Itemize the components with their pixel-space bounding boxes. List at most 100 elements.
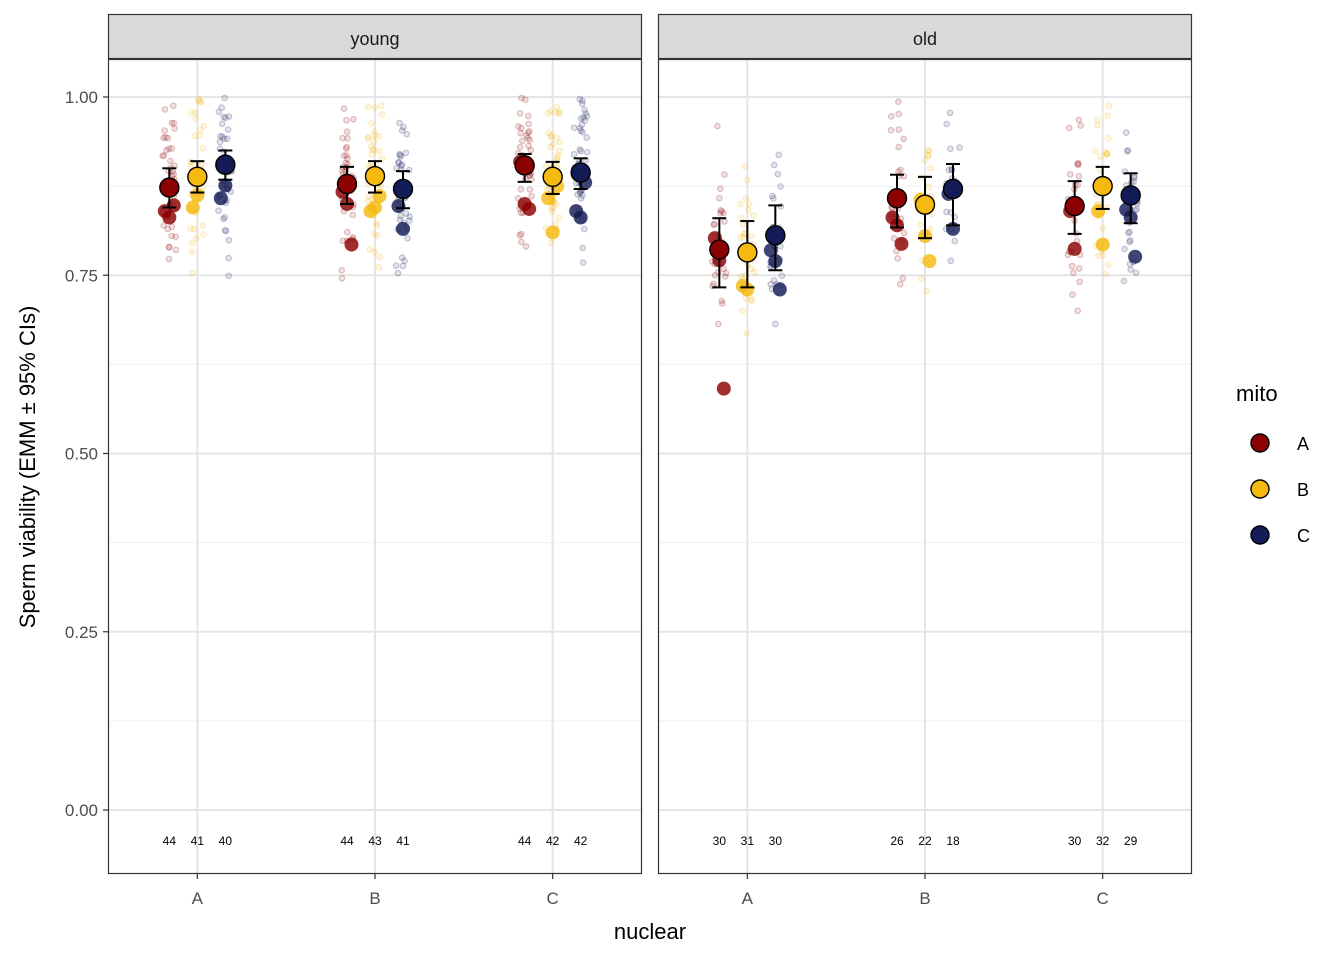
raw-point: [721, 273, 729, 280]
raw-point: [555, 147, 563, 155]
raw-point: [548, 205, 555, 212]
raw-point: [406, 213, 414, 221]
raw-point: [365, 193, 372, 200]
raw-point: [1127, 266, 1135, 273]
raw-point: [395, 159, 402, 166]
raw-point: [1069, 291, 1076, 298]
raw-point: [570, 124, 578, 132]
raw-point: [519, 137, 526, 145]
raw-point: [743, 329, 751, 337]
raw-point: [349, 211, 357, 219]
raw-point: [218, 104, 225, 111]
raw-point: [343, 143, 351, 151]
raw-point: [579, 192, 586, 199]
raw-point: [164, 225, 171, 233]
raw-point: [221, 213, 229, 221]
raw-point: [397, 152, 405, 160]
legend-key-b: [1250, 479, 1270, 499]
raw-point: [748, 297, 756, 305]
raw-point: [518, 124, 525, 132]
raw-point: [169, 102, 177, 110]
legend-label-c: C: [1297, 526, 1310, 546]
line-mean-point: [922, 253, 937, 268]
strip-label-old: old: [913, 29, 937, 49]
raw-point: [720, 209, 727, 217]
sample-size-label: 40: [219, 834, 233, 848]
raw-point: [404, 234, 411, 242]
raw-point: [720, 265, 728, 273]
raw-point: [545, 129, 552, 137]
x-tick-label: C: [547, 889, 559, 908]
raw-point: [887, 127, 895, 134]
raw-point: [927, 164, 934, 172]
raw-point: [923, 287, 930, 295]
raw-point: [1103, 150, 1111, 158]
raw-point: [549, 141, 556, 148]
raw-point: [747, 296, 755, 303]
emm-point: [364, 165, 386, 187]
raw-point: [220, 215, 227, 223]
raw-point: [527, 146, 535, 154]
raw-point: [556, 138, 563, 146]
sample-size-label: 18: [946, 834, 960, 848]
raw-point: [369, 146, 377, 153]
raw-point: [554, 152, 562, 159]
raw-point: [164, 134, 172, 142]
raw-point: [576, 95, 584, 103]
raw-point: [364, 133, 372, 141]
raw-point: [577, 195, 585, 202]
x-axis-title: nuclear: [614, 919, 686, 944]
raw-point: [163, 147, 170, 154]
raw-point: [896, 280, 904, 288]
emm-point: [514, 155, 535, 176]
raw-point: [772, 320, 779, 328]
raw-point: [522, 243, 530, 250]
raw-point: [1105, 102, 1113, 110]
raw-point: [553, 154, 561, 162]
raw-point: [552, 201, 560, 208]
raw-point: [710, 221, 718, 228]
raw-point: [918, 275, 925, 283]
raw-point: [396, 216, 404, 224]
raw-point: [192, 109, 199, 116]
raw-point: [526, 186, 534, 193]
raw-point: [368, 150, 376, 158]
raw-point: [1105, 135, 1112, 142]
raw-point: [399, 262, 407, 270]
y-tick-label: 0.50: [65, 445, 98, 464]
sample-size-label: 26: [890, 834, 904, 848]
raw-point: [160, 222, 167, 229]
raw-point: [897, 166, 904, 174]
raw-point: [517, 129, 524, 137]
raw-point: [748, 232, 755, 240]
raw-point: [168, 119, 176, 127]
legend-item-b: B: [1250, 479, 1309, 500]
raw-point: [711, 272, 719, 279]
raw-point: [525, 127, 533, 135]
raw-point: [579, 244, 586, 252]
raw-point: [1121, 245, 1128, 253]
legend: mito A B C: [1236, 381, 1310, 546]
raw-point: [578, 100, 586, 108]
sample-sizes-young: 44 41 40 44 43 41 44 42 42: [163, 834, 588, 848]
y-tick-label: 0.75: [65, 266, 98, 285]
raw-point: [1104, 112, 1111, 119]
legend-key-c: [1250, 525, 1270, 545]
legend-key-a: [1250, 433, 1270, 453]
raw-point: [219, 133, 226, 141]
legend-item-a: A: [1250, 433, 1309, 454]
raw-point: [922, 156, 929, 164]
raw-point: [714, 122, 721, 130]
raw-point: [371, 230, 378, 238]
raw-point: [525, 112, 532, 120]
raw-point: [770, 161, 778, 169]
emm-point: [765, 225, 786, 246]
line-mean-point: [1067, 241, 1082, 256]
raw-point: [1103, 151, 1111, 158]
raw-point: [555, 108, 563, 115]
raw-point: [221, 94, 228, 102]
raw-point: [579, 97, 586, 104]
raw-point: [398, 161, 406, 168]
raw-point: [218, 120, 226, 128]
raw-point: [1104, 261, 1112, 268]
